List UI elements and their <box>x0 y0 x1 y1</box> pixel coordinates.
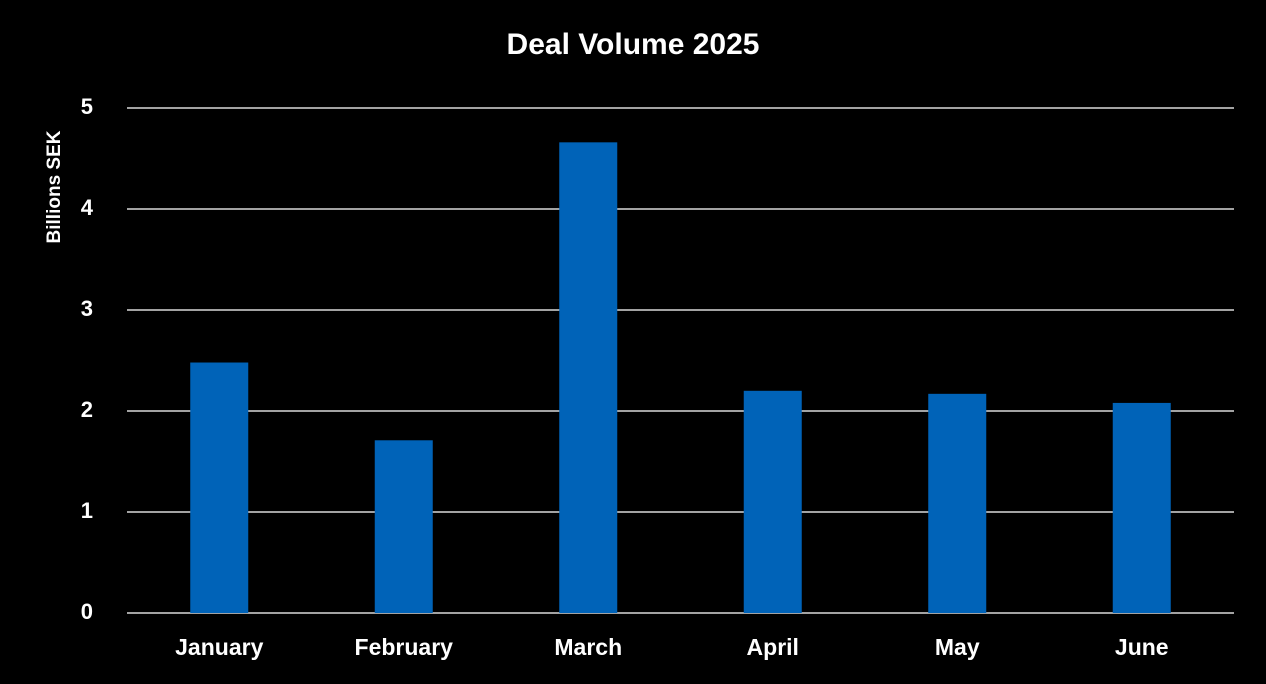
x-tick-label: February <box>355 634 454 660</box>
bar <box>190 362 249 613</box>
y-tick-label: 3 <box>81 296 93 321</box>
y-tick-label: 5 <box>81 94 93 119</box>
y-axis-label: Billions SEK <box>44 130 65 243</box>
x-tick-label: April <box>747 634 799 660</box>
x-tick-label: March <box>554 634 622 660</box>
chart-title: Deal Volume 2025 <box>507 28 760 61</box>
y-tick-label: 1 <box>81 498 93 523</box>
y-tick-label: 4 <box>81 195 94 220</box>
bar <box>1112 402 1171 613</box>
bar <box>928 393 987 613</box>
y-tick-label: 0 <box>81 599 93 624</box>
bar <box>743 390 802 613</box>
bar <box>559 142 618 613</box>
y-tick-label: 2 <box>81 397 93 422</box>
x-tick-label: January <box>175 634 263 660</box>
x-tick-label: June <box>1115 634 1169 660</box>
bar <box>374 440 433 613</box>
x-tick-label: May <box>935 634 980 660</box>
